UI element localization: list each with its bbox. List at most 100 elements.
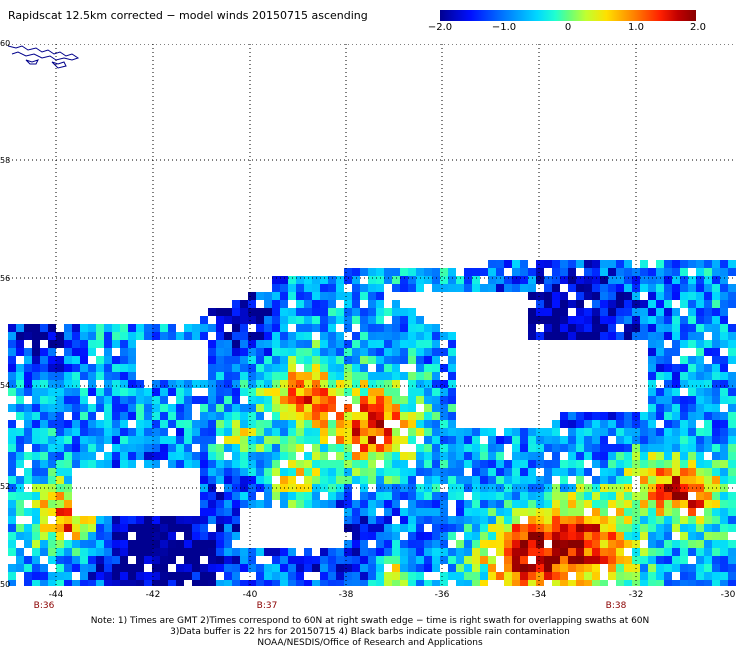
wind-cell	[40, 460, 48, 468]
wind-cell	[640, 316, 648, 324]
wind-cell	[480, 268, 488, 276]
wind-cell	[600, 556, 608, 564]
wind-cell	[400, 468, 408, 476]
wind-cell	[712, 268, 720, 276]
wind-cell	[328, 308, 336, 316]
wind-cell	[432, 532, 440, 540]
wind-cell	[648, 292, 656, 300]
wind-cell	[384, 348, 392, 356]
wind-cell	[392, 276, 400, 284]
wind-cell	[176, 548, 184, 556]
wind-cell	[728, 340, 736, 348]
wind-cell	[256, 372, 264, 380]
wind-cell	[576, 564, 584, 572]
wind-cell	[272, 276, 280, 284]
wind-cell	[328, 276, 336, 284]
wind-cell	[120, 404, 128, 412]
wind-cell	[608, 268, 616, 276]
wind-cell	[200, 508, 208, 516]
wind-cell	[304, 316, 312, 324]
wind-cell	[64, 396, 72, 404]
wind-cell	[208, 516, 216, 524]
wind-cell	[48, 508, 56, 516]
wind-cell	[248, 548, 256, 556]
wind-cell	[624, 444, 632, 452]
wind-cell	[328, 500, 336, 508]
wind-cell	[528, 540, 536, 548]
wind-cell	[584, 316, 592, 324]
wind-cell	[360, 380, 368, 388]
wind-cell	[600, 500, 608, 508]
wind-cell	[720, 436, 728, 444]
wind-cell	[400, 452, 408, 460]
wind-cell	[120, 564, 128, 572]
wind-cell	[48, 468, 56, 476]
wind-cell	[192, 540, 200, 548]
wind-cell	[104, 364, 112, 372]
wind-cell	[656, 372, 664, 380]
wind-cell	[552, 268, 560, 276]
wind-cell	[712, 556, 720, 564]
wind-cell	[368, 444, 376, 452]
wind-cell	[32, 572, 40, 580]
wind-cell	[416, 348, 424, 356]
wind-cell	[512, 564, 520, 572]
wind-cell	[728, 564, 736, 572]
wind-cell	[576, 324, 584, 332]
wind-cell	[600, 308, 608, 316]
wind-cell	[8, 524, 16, 532]
wind-cell	[200, 404, 208, 412]
wind-cell	[472, 284, 480, 292]
wind-cell	[56, 508, 64, 516]
wind-cell	[8, 532, 16, 540]
wind-cell	[504, 460, 512, 468]
wind-cell	[600, 524, 608, 532]
wind-cell	[384, 540, 392, 548]
wind-cell	[320, 452, 328, 460]
wind-cell	[424, 380, 432, 388]
wind-cell	[664, 572, 672, 580]
wind-cell	[416, 324, 424, 332]
wind-cell	[112, 428, 120, 436]
wind-cell	[680, 268, 688, 276]
wind-cell	[304, 420, 312, 428]
wind-cell	[24, 356, 32, 364]
wind-cell	[680, 460, 688, 468]
wind-cell	[88, 420, 96, 428]
wind-cell	[360, 436, 368, 444]
wind-cell	[648, 364, 656, 372]
wind-cell	[384, 428, 392, 436]
wind-cell	[704, 348, 712, 356]
wind-cell	[280, 556, 288, 564]
wind-cell	[696, 460, 704, 468]
wind-cell	[680, 492, 688, 500]
wind-cell	[600, 452, 608, 460]
wind-cell	[104, 436, 112, 444]
wind-cell	[272, 284, 280, 292]
wind-cell	[216, 364, 224, 372]
wind-cell	[520, 564, 528, 572]
wind-cell	[144, 436, 152, 444]
wind-cell	[376, 292, 384, 300]
wind-cell	[584, 260, 592, 268]
wind-cell	[64, 340, 72, 348]
wind-cell	[424, 564, 432, 572]
wind-cell	[312, 372, 320, 380]
wind-cell	[696, 572, 704, 580]
wind-cell	[592, 572, 600, 580]
wind-cell	[72, 516, 80, 524]
wind-cell	[24, 556, 32, 564]
wind-cell	[16, 452, 24, 460]
wind-cell	[728, 524, 736, 532]
wind-cell	[536, 500, 544, 508]
wind-cell	[448, 452, 456, 460]
wind-cell	[208, 340, 216, 348]
wind-cell	[96, 404, 104, 412]
wind-cell	[672, 468, 680, 476]
wind-cell	[576, 476, 584, 484]
wind-cell	[320, 548, 328, 556]
wind-cell	[344, 444, 352, 452]
wind-cell	[240, 436, 248, 444]
wind-cell	[504, 284, 512, 292]
wind-cell	[448, 412, 456, 420]
